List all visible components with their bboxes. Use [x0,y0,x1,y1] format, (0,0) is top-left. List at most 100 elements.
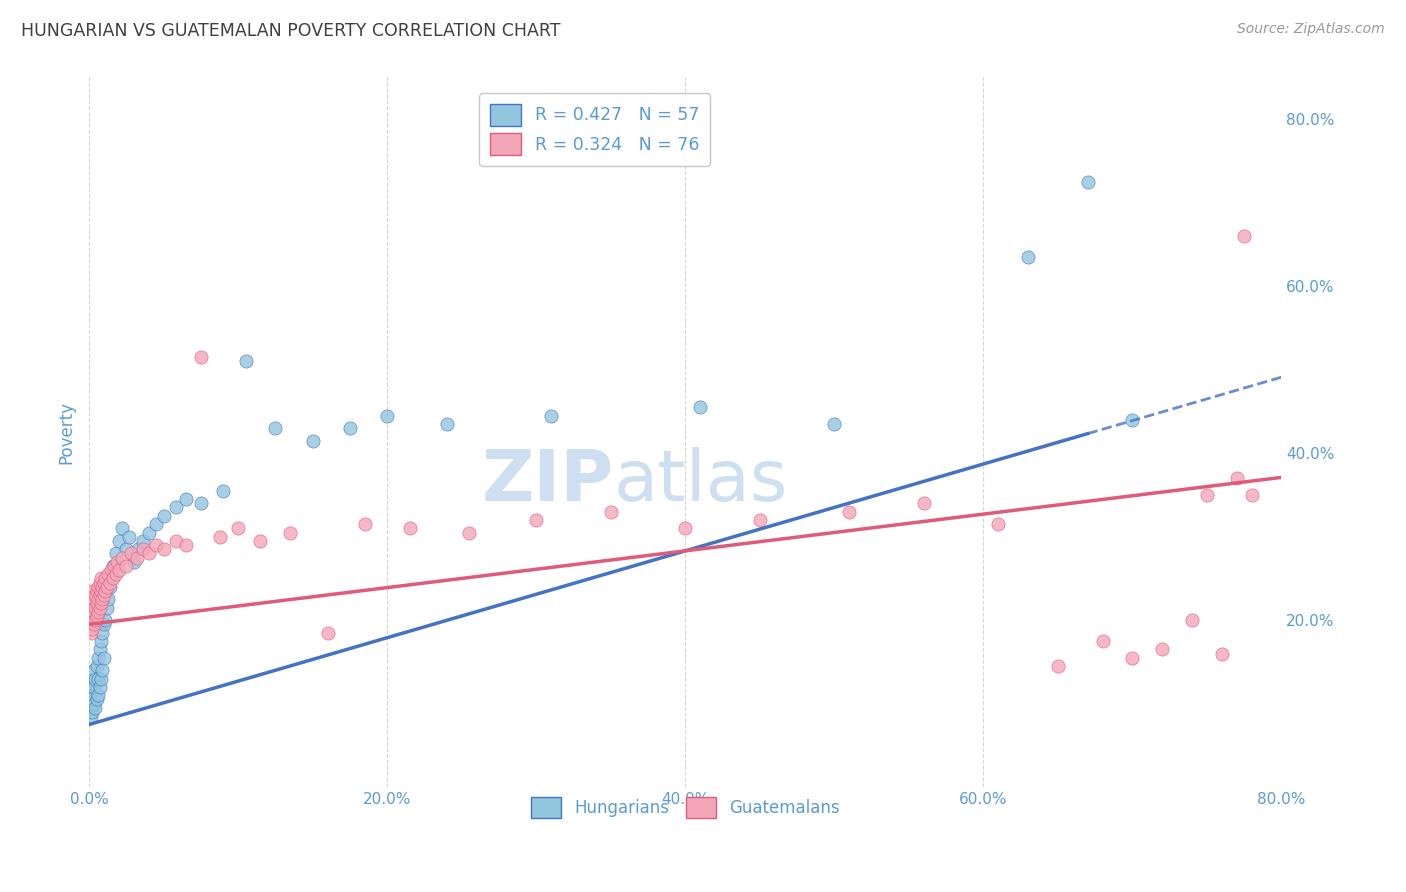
Point [353,517,375,532]
Point [89,575,111,590]
Point [84,600,107,615]
Point [132,533,155,548]
Point [1091,634,1114,648]
Point [83,605,105,619]
Point [84,672,107,686]
Point [84,613,107,627]
Point [375,409,398,423]
Point [90,571,112,585]
Point [84,588,107,602]
Point [1233,229,1256,244]
Point [90,583,112,598]
Point [108,563,131,577]
Point [93,588,115,602]
Point [599,505,621,519]
Point [316,625,339,640]
Point [132,542,155,557]
Point [1077,175,1099,189]
Point [127,542,149,557]
Point [190,496,212,510]
Point [86,692,108,706]
Point [111,521,134,535]
Point [165,500,187,515]
Point [165,533,187,548]
Point [1211,647,1233,661]
Point [87,650,110,665]
Point [89,600,111,615]
Point [89,642,111,657]
Point [89,680,111,694]
Text: atlas: atlas [613,448,789,516]
Point [152,542,174,557]
Point [111,550,134,565]
Point [278,525,301,540]
Point [87,689,110,703]
Point [100,563,122,577]
Text: ZIP: ZIP [481,448,613,516]
Text: Source: ZipAtlas.com: Source: ZipAtlas.com [1237,22,1385,37]
Point [91,592,114,607]
Point [748,513,770,527]
Point [104,567,127,582]
Point [118,530,141,544]
Point [79,701,101,715]
Point [1195,488,1218,502]
Point [145,517,167,532]
Point [125,550,148,565]
Point [94,613,117,627]
Point [86,609,108,624]
Point [138,525,160,540]
Y-axis label: Poverty: Poverty [58,401,75,464]
Point [101,558,124,573]
Point [673,521,696,535]
Point [1240,488,1263,502]
Point [301,434,323,448]
Legend: Hungarians, Guatemalans: Hungarians, Guatemalans [524,790,846,825]
Point [83,617,105,632]
Point [86,659,108,673]
Point [80,597,103,611]
Point [249,533,271,548]
Point [83,680,105,694]
Point [540,409,562,423]
Point [79,613,101,627]
Point [91,625,114,640]
Point [104,546,127,560]
Point [115,542,138,557]
Point [108,533,131,548]
Point [84,701,107,715]
Point [152,508,174,523]
Point [398,521,420,535]
Point [87,580,110,594]
Point [87,592,110,607]
Point [120,546,142,560]
Point [122,555,145,569]
Point [209,530,232,544]
Point [138,546,160,560]
Point [80,675,103,690]
Point [91,580,114,594]
Point [987,517,1010,532]
Point [90,634,112,648]
Point [100,567,122,582]
Point [912,496,935,510]
Point [93,617,115,632]
Point [145,538,167,552]
Text: HUNGARIAN VS GUATEMALAN POVERTY CORRELATION CHART: HUNGARIAN VS GUATEMALAN POVERTY CORRELAT… [21,22,561,40]
Point [339,421,361,435]
Point [79,684,101,698]
Point [98,575,121,590]
Point [94,583,117,598]
Point [105,555,128,569]
Point [235,354,257,368]
Point [80,692,103,706]
Point [83,663,105,677]
Point [80,622,103,636]
Point [823,417,845,431]
Point [1121,650,1143,665]
Point [115,558,138,573]
Point [174,538,197,552]
Point [458,525,481,540]
Point [86,597,108,611]
Point [436,417,458,431]
